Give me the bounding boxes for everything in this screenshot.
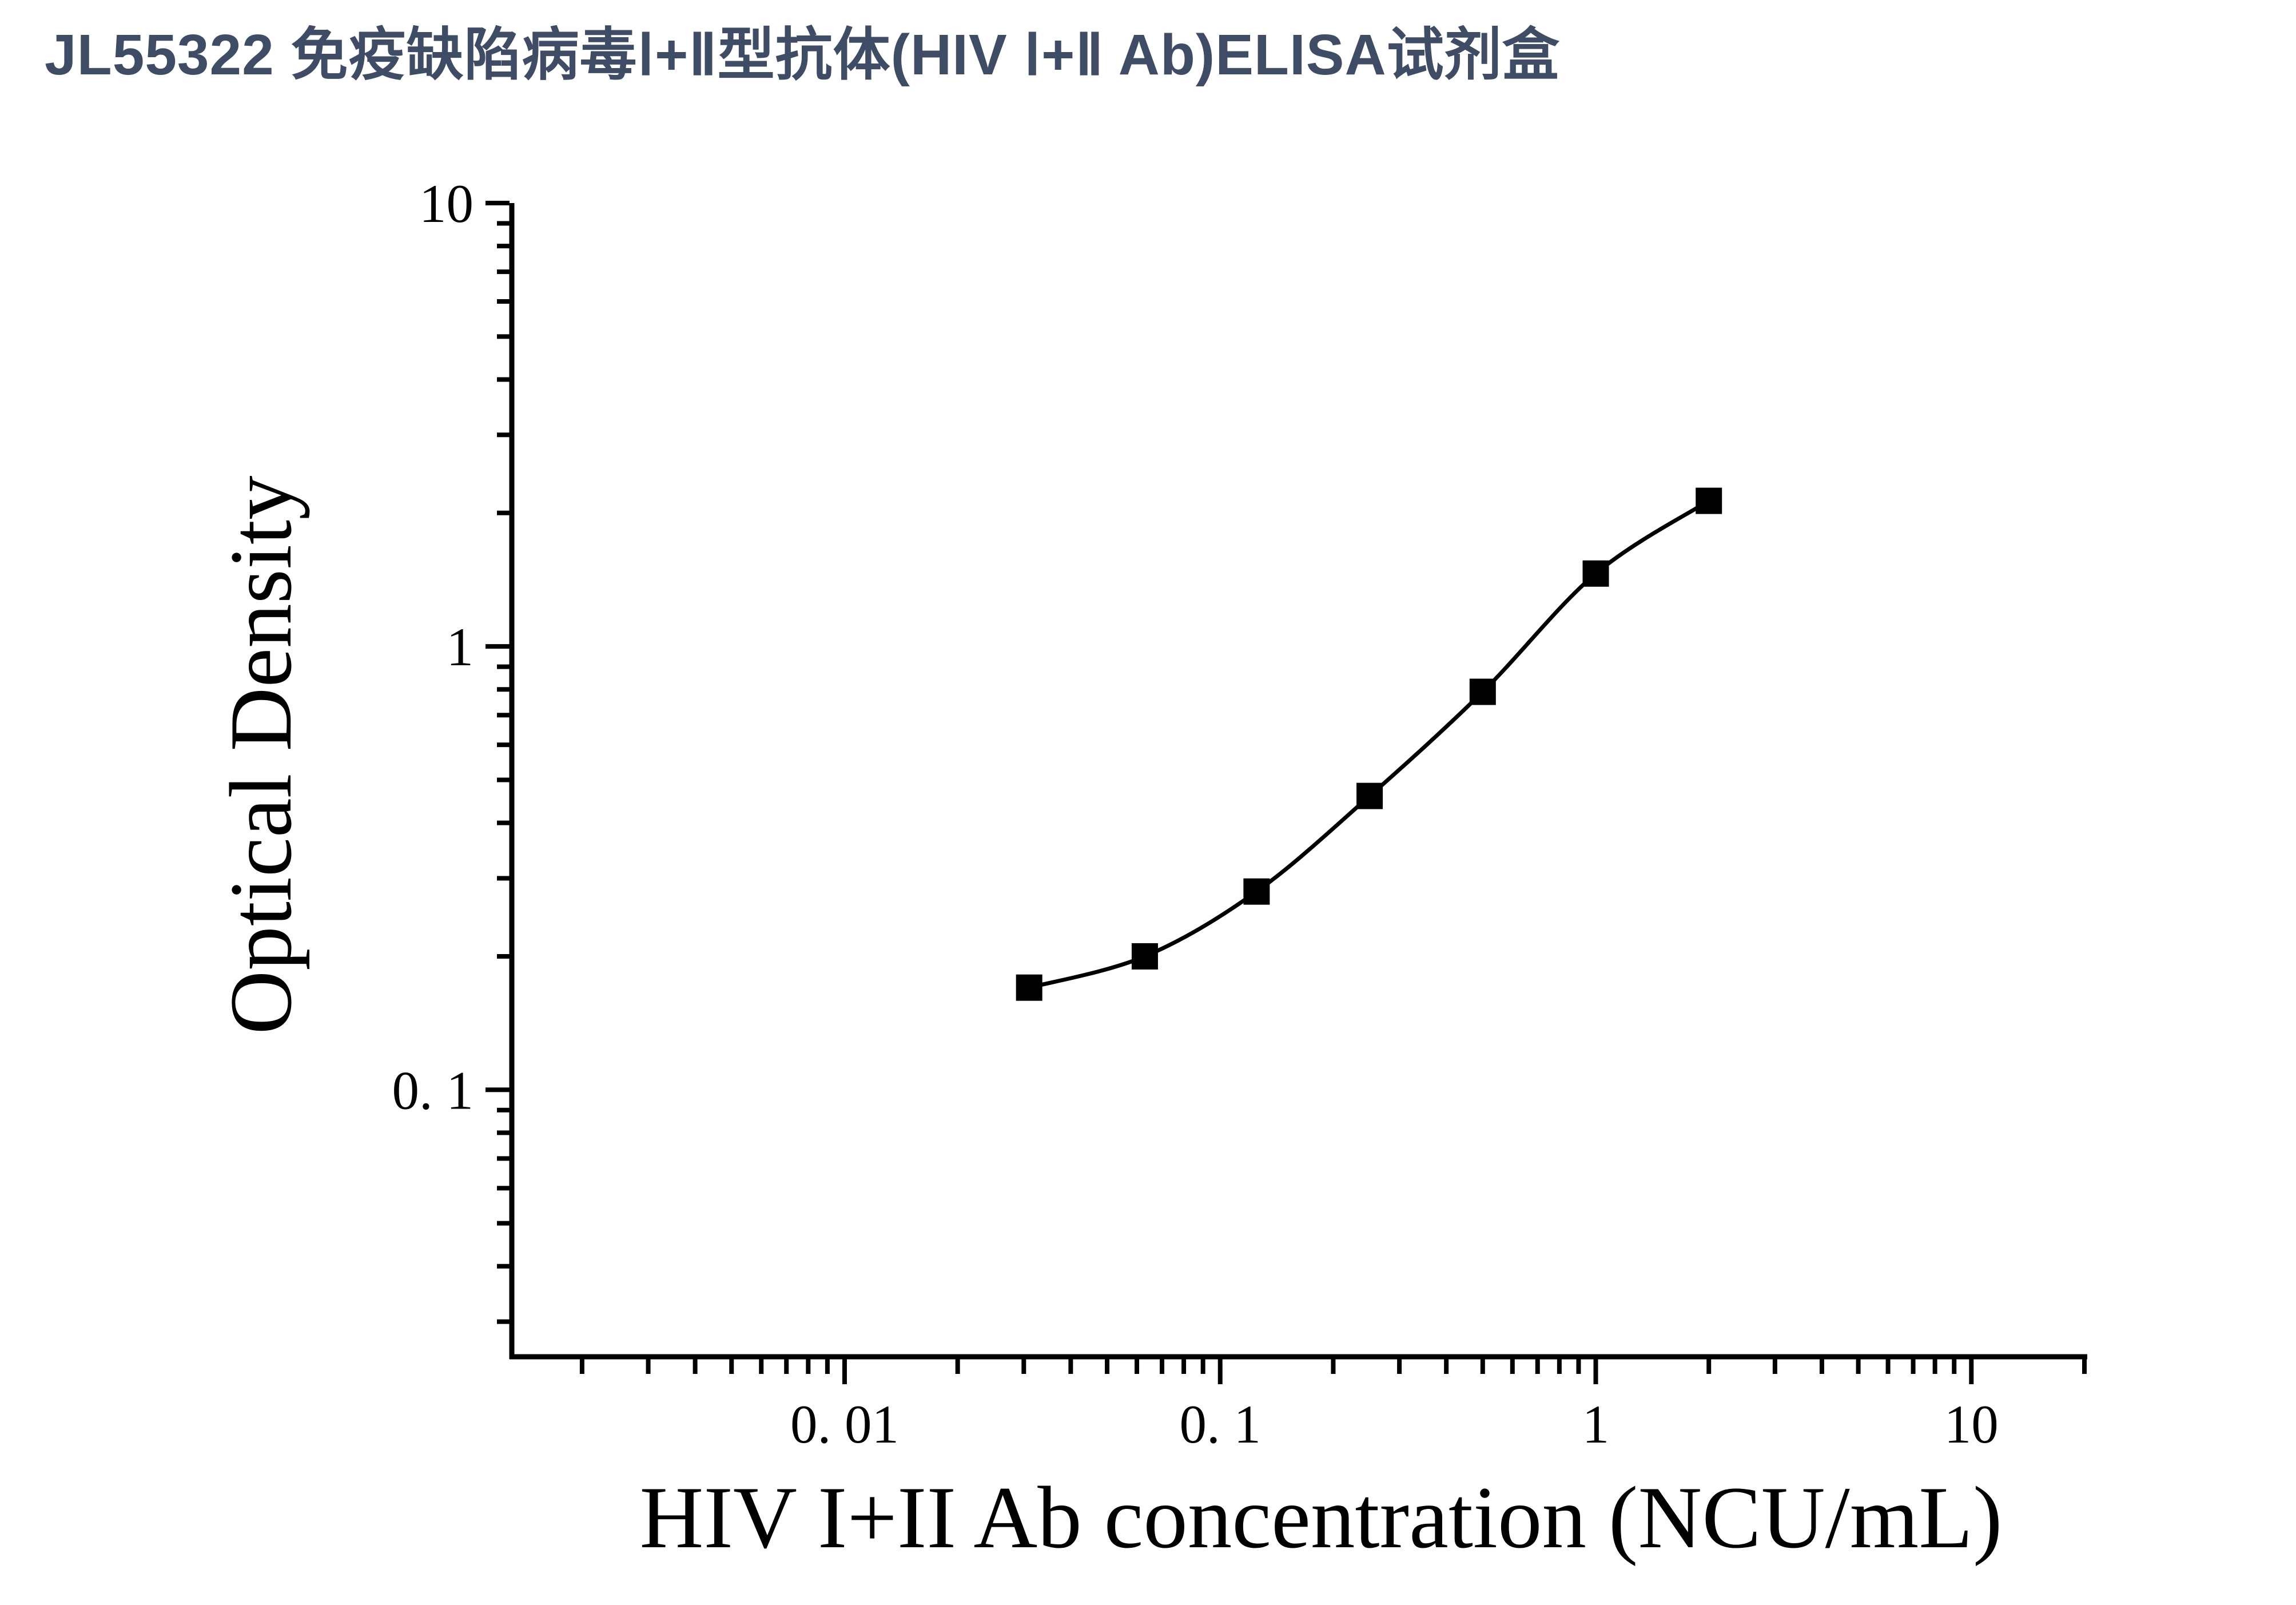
y-tick-label: 0. 1: [392, 1060, 474, 1121]
data-point-marker: [1356, 782, 1383, 809]
data-point-marker: [1016, 974, 1042, 1001]
data-point-marker: [1131, 943, 1158, 970]
data-point-marker: [1469, 678, 1496, 705]
axes: [486, 201, 2087, 1384]
x-tick-label: 0. 01: [790, 1394, 899, 1455]
x-tick-label: 10: [1944, 1394, 1999, 1455]
data-point-marker: [1582, 560, 1609, 587]
tick-labels: 0. 01 0. 1 1 10 0. 1 1 10: [392, 173, 1999, 1455]
x-tick-label: 1: [1582, 1394, 1610, 1455]
data-point-marker: [1696, 487, 1722, 514]
x-axis-title: HIV I+II Ab concentration (NCU/mL): [639, 1468, 2002, 1567]
x-tick-label: 0. 1: [1179, 1394, 1261, 1455]
y-axis-title: Optical Density: [212, 475, 310, 1034]
y-tick-label: 1: [447, 617, 474, 677]
data-point-marker: [1243, 878, 1270, 905]
y-tick-label: 10: [419, 173, 473, 234]
data-point-markers: [1016, 487, 1722, 1001]
page-title: JL55322 免疫缺陷病毒Ⅰ+Ⅱ型抗体(HIV Ⅰ+Ⅱ Ab)ELISA试剂盒: [45, 23, 1560, 87]
